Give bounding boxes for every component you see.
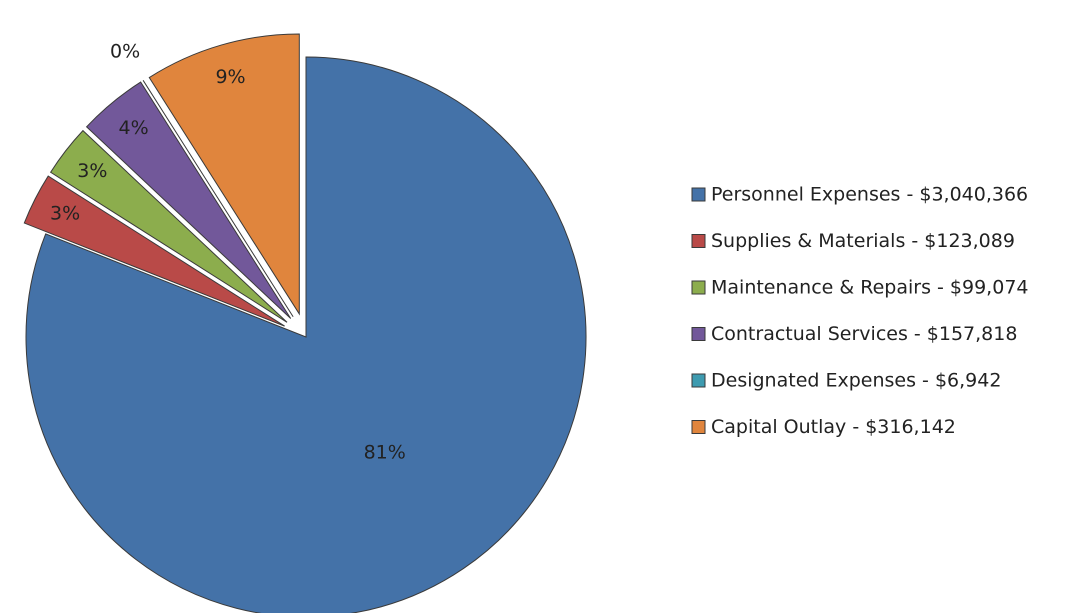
legend-label: Personnel Expenses - $3,040,366 [711, 184, 1028, 206]
legend-swatch [691, 234, 706, 248]
legend-swatch [691, 327, 706, 341]
legend-label: Maintenance & Repairs - $99,074 [711, 277, 1029, 299]
data-label: 81% [364, 441, 406, 463]
data-label: 3% [50, 203, 80, 225]
data-label: 4% [119, 117, 149, 139]
legend-label: Capital Outlay - $316,142 [711, 416, 956, 438]
legend-swatch [691, 187, 706, 202]
pie-slice [85, 81, 292, 319]
legend-swatch [691, 373, 706, 388]
pie-slice [148, 33, 300, 316]
legend-label: Designated Expenses - $6,942 [711, 370, 1001, 392]
legend-label: Supplies & Materials - $123,089 [711, 230, 1015, 252]
pie-slice [142, 80, 294, 318]
data-label: 0% [110, 40, 140, 62]
legend-label: Contractual Services - $157,818 [711, 323, 1017, 345]
data-label: 3% [77, 160, 107, 182]
pie-slice [23, 175, 285, 327]
legend-swatch [691, 420, 706, 434]
data-label: 9% [215, 66, 245, 88]
pie-slice [49, 129, 288, 323]
pie-slice [25, 56, 587, 613]
legend-swatch [691, 280, 706, 295]
